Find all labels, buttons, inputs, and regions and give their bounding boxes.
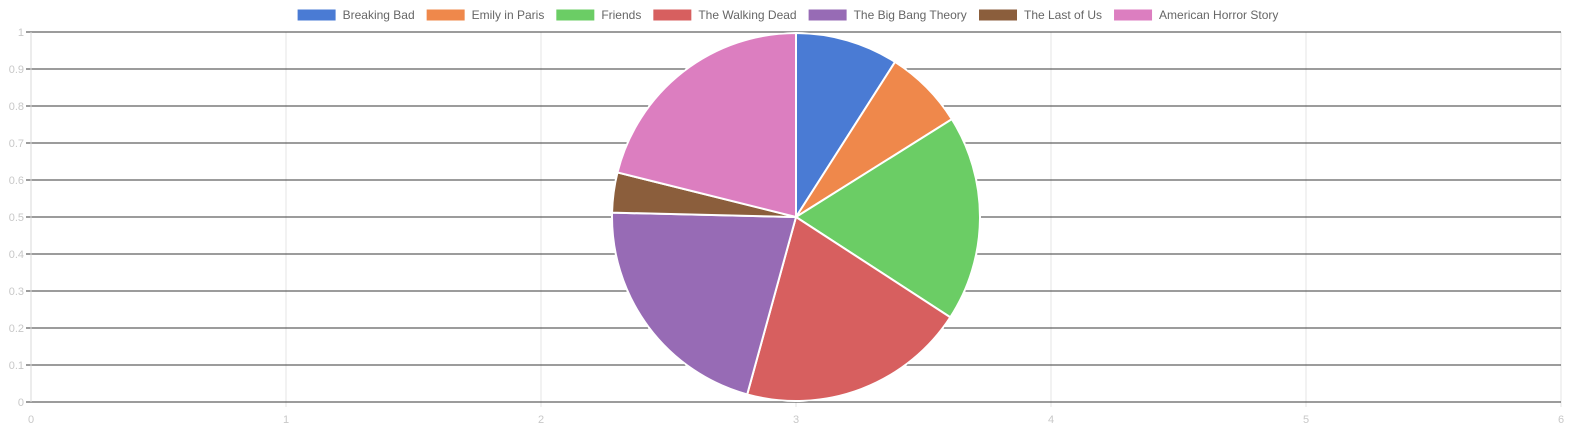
legend: Breaking Bad Emily in Paris Friends The Wal… [298, 8, 1279, 22]
legend-item-american-horror-story[interactable]: American Horror Story [1114, 8, 1278, 22]
y-tick-labels: 0 0.1 0.2 0.3 0.4 0.5 0.6 0.7 0.8 0.9 1 [9, 27, 24, 409]
x-tick-label: 1 [283, 414, 289, 426]
x-tick-label: 3 [793, 414, 799, 426]
y-tick-label: 0.5 [9, 212, 24, 224]
x-tick-label: 5 [1303, 414, 1309, 426]
y-tick-label: 0.7 [9, 138, 24, 150]
legend-item-emily-in-paris[interactable]: Emily in Paris [427, 8, 545, 22]
y-tick-label: 0.1 [9, 360, 24, 372]
x-tick-label: 2 [538, 414, 544, 426]
legend-label: Emily in Paris [472, 8, 545, 22]
legend-label: The Last of Us [1024, 8, 1102, 22]
y-tick-label: 0.3 [9, 286, 24, 298]
y-tick-label: 0.8 [9, 101, 24, 113]
legend-item-the-walking-dead[interactable]: The Walking Dead [653, 8, 796, 22]
legend-label: Friends [601, 8, 641, 22]
legend-label: Breaking Bad [343, 8, 415, 22]
y-tick-label: 0.2 [9, 323, 24, 335]
legend-swatch [427, 10, 465, 21]
legend-swatch [556, 10, 594, 21]
legend-item-the-last-of-us[interactable]: The Last of Us [979, 8, 1102, 22]
legend-swatch [298, 10, 336, 21]
legend-item-the-big-bang-theory[interactable]: The Big Bang Theory [809, 8, 967, 22]
y-tick-label: 0 [18, 397, 24, 409]
legend-swatch [1114, 10, 1152, 21]
y-tick-label: 1 [18, 27, 24, 39]
legend-swatch [653, 10, 691, 21]
x-tick-label: 4 [1048, 414, 1054, 426]
y-tick-label: 0.9 [9, 64, 24, 76]
legend-swatch [809, 10, 847, 21]
legend-label: The Big Bang Theory [854, 8, 967, 22]
legend-label: American Horror Story [1159, 8, 1278, 22]
x-tick-label: 0 [28, 414, 34, 426]
x-tick-label: 6 [1558, 414, 1564, 426]
legend-item-breaking-bad[interactable]: Breaking Bad [298, 8, 415, 22]
legend-item-friends[interactable]: Friends [556, 8, 641, 22]
legend-label: The Walking Dead [698, 8, 796, 22]
y-tick-label: 0.6 [9, 175, 24, 187]
legend-swatch [979, 10, 1017, 21]
y-tick-label: 0.4 [9, 249, 24, 261]
pie [612, 33, 980, 401]
x-tick-labels: 0 1 2 3 4 5 6 [28, 414, 1564, 426]
